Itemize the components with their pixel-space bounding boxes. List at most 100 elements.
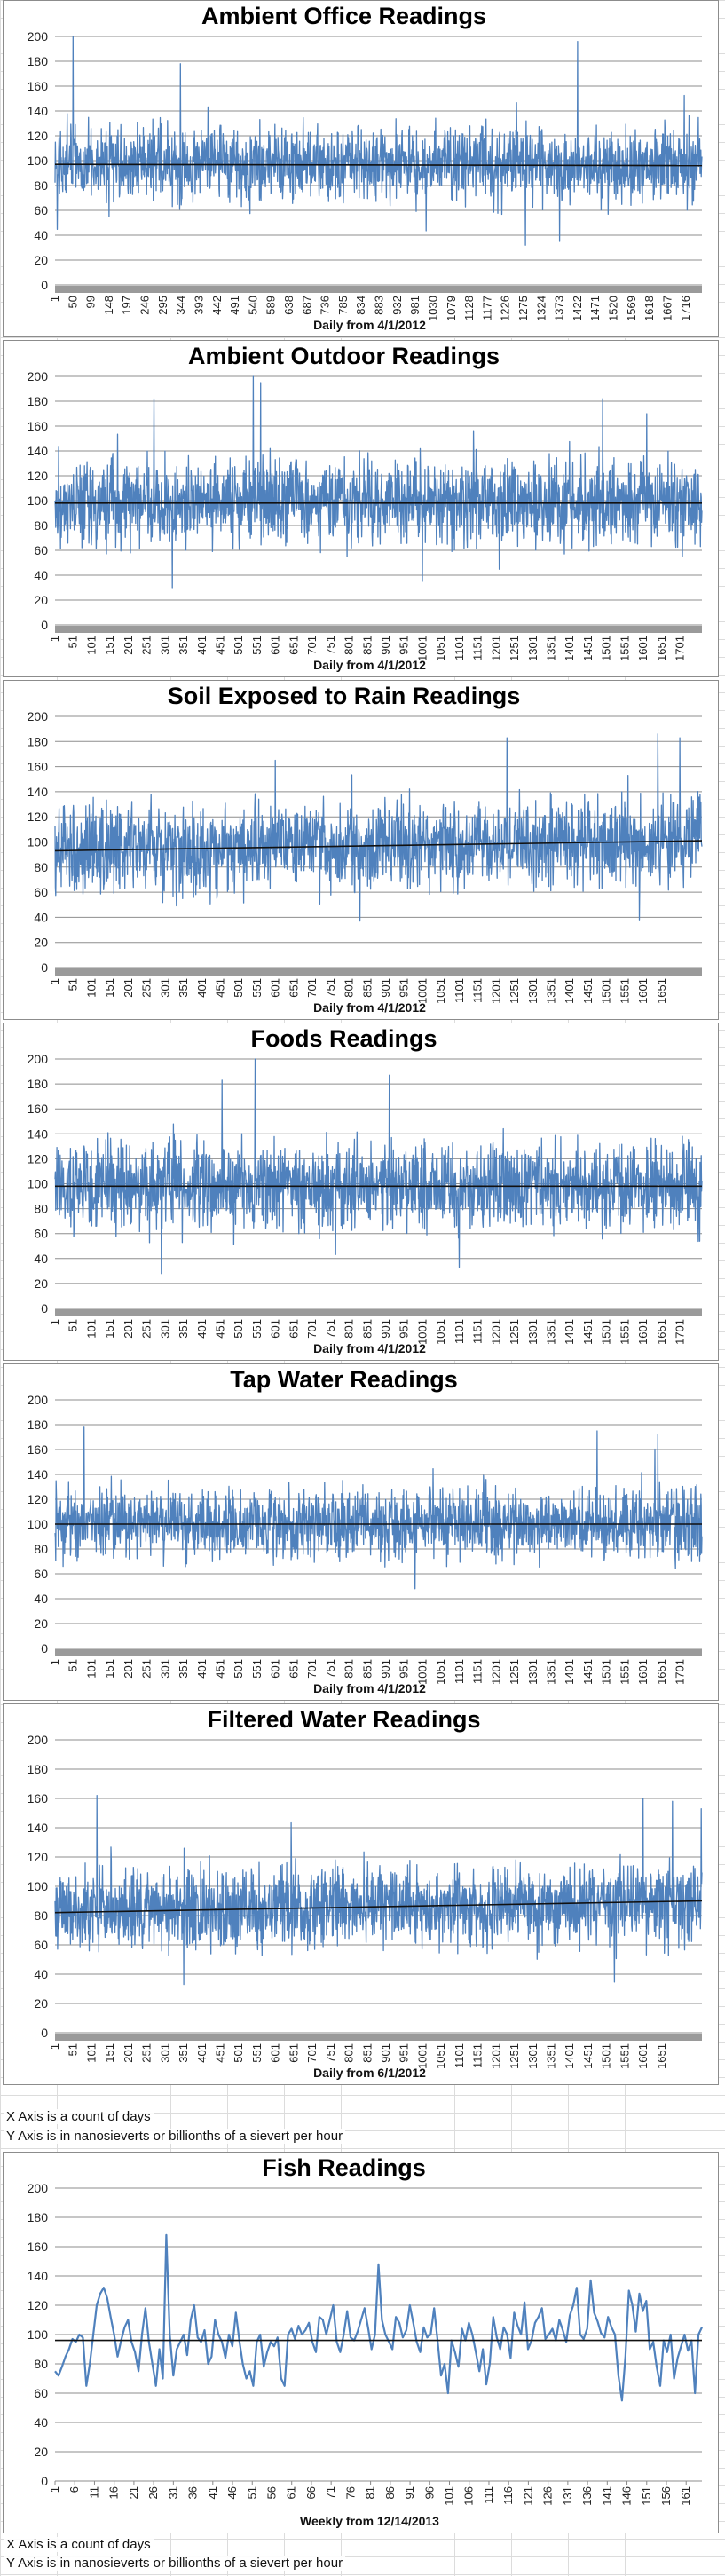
x-tick-label: 651 <box>287 2043 300 2063</box>
chart-title: Ambient Outdoor Readings <box>188 343 500 369</box>
x-tick-label: 901 <box>379 1319 392 1339</box>
y-tick-label: 0 <box>41 1641 48 1655</box>
x-tick-label: 951 <box>398 1319 411 1339</box>
y-tick-label: 80 <box>34 1908 48 1923</box>
x-tick-label: 1226 <box>499 296 512 321</box>
x-tick-label: 91 <box>403 2486 416 2499</box>
x-axis-band <box>55 1309 702 1316</box>
x-tick-label: 1501 <box>600 1659 613 1685</box>
x-tick-label: 56 <box>265 2486 279 2499</box>
x-tick-label: 540 <box>246 296 259 315</box>
y-tick-label: 200 <box>28 29 49 43</box>
x-tick-label: 901 <box>379 1659 392 1679</box>
x-tick-label: 1051 <box>434 978 447 1004</box>
y-tick-label: 40 <box>34 228 48 242</box>
x-tick-label: 1651 <box>655 978 668 1004</box>
x-tick-label: 501 <box>232 1319 245 1339</box>
y-tick-label: 200 <box>28 369 49 383</box>
x-tick-label: 801 <box>343 1659 356 1679</box>
x-tick-label: 1001 <box>415 1319 429 1345</box>
x-tick-label: 851 <box>360 1319 374 1339</box>
x-tick-label: 1501 <box>600 636 613 661</box>
x-tick-label: 501 <box>232 636 245 655</box>
y-tick-label: 200 <box>28 1733 49 1747</box>
y-tick-label: 80 <box>34 1542 48 1556</box>
series-line <box>54 2233 703 2402</box>
x-tick-label: 1551 <box>618 978 631 1004</box>
x-tick-label: 21 <box>127 2486 140 2499</box>
x-tick-label: 1251 <box>508 2043 521 2069</box>
x-tick-label: 551 <box>250 978 264 998</box>
x-tick-label: 451 <box>214 2043 227 2063</box>
chart-fish: Fish Readings 0 20 40 60 80 100 120 140 160 180 200… <box>3 2152 719 2533</box>
series-line <box>54 1058 703 1275</box>
x-tick-label: 151 <box>103 978 116 998</box>
x-axis-title: Daily from 4/1/2012 <box>313 1681 426 1695</box>
x-tick-label: 1451 <box>581 2043 595 2069</box>
y-tick-label: 60 <box>34 1227 48 1241</box>
y-tick-label: 0 <box>41 1301 48 1316</box>
x-tick-label: 146 <box>620 2486 634 2506</box>
x-tick-label: 51 <box>67 2043 80 2056</box>
x-tick-label: 31 <box>166 2486 179 2499</box>
x-tick-label: 51 <box>245 2486 258 2499</box>
x-tick-label: 351 <box>177 2043 190 2063</box>
x-tick-label: 851 <box>360 978 374 998</box>
chart-svg: Ambient Office Readings02040608010012014… <box>28 3 703 332</box>
x-tick-label: 1301 <box>526 978 540 1004</box>
x-tick-label: 1030 <box>427 296 440 321</box>
y-tick-label: 120 <box>28 129 49 143</box>
y-tick-label: 120 <box>28 810 49 824</box>
x-tick-label: 751 <box>324 2043 337 2063</box>
y-tick-label: 40 <box>34 910 48 924</box>
y-tick-label: 120 <box>28 1850 49 1864</box>
y-tick-label: 140 <box>28 785 49 799</box>
y-tick-label: 120 <box>28 2298 49 2312</box>
x-tick-label: 1177 <box>480 296 493 320</box>
x-tick-label: 851 <box>360 1659 374 1679</box>
x-tick-label: 1601 <box>636 1319 650 1345</box>
x-tick-label: 351 <box>177 1659 190 1679</box>
y-tick-label: 20 <box>34 1276 48 1291</box>
x-tick-label: 161 <box>679 2486 692 2506</box>
y-tick-label: 140 <box>28 1126 49 1141</box>
x-tick-label: 951 <box>398 2043 411 2063</box>
y-tick-label: 80 <box>34 2357 48 2371</box>
x-tick-label: 1651 <box>655 1659 668 1685</box>
x-tick-label: 1651 <box>655 636 668 661</box>
y-tick-label: 200 <box>28 2181 49 2195</box>
x-tick-label: 344 <box>174 296 187 315</box>
y-tick-label: 80 <box>34 860 48 874</box>
y-tick-label: 140 <box>28 444 49 458</box>
x-tick-label: 101 <box>84 1319 98 1339</box>
x-tick-label: 1101 <box>453 1319 466 1344</box>
x-tick-label: 1151 <box>471 978 485 1003</box>
x-tick-label: 51 <box>67 1659 80 1671</box>
x-tick-label: 1101 <box>453 636 466 660</box>
x-tick-label: 1601 <box>636 636 650 661</box>
y-tick-label: 140 <box>28 2269 49 2283</box>
series-line <box>54 733 703 922</box>
x-tick-label: 36 <box>186 2486 200 2499</box>
chart-title: Foods Readings <box>250 1025 437 1052</box>
x-axis-band <box>55 286 702 293</box>
x-tick-label: 1251 <box>508 636 521 661</box>
x-tick-label: 1551 <box>618 1319 631 1345</box>
y-tick-label: 40 <box>34 2415 48 2430</box>
x-tick-label: 1201 <box>489 2043 502 2069</box>
x-tick-label: 1275 <box>516 296 530 321</box>
x-axis-title: Weekly from 12/14/2013 <box>300 2514 439 2528</box>
x-tick-label: 1667 <box>661 296 674 321</box>
x-tick-label: 401 <box>195 978 209 998</box>
x-tick-label: 1151 <box>471 1659 485 1684</box>
y-tick-label: 160 <box>28 1102 49 1116</box>
x-tick-label: 1251 <box>508 978 521 1004</box>
x-tick-label: 601 <box>269 636 282 655</box>
y-tick-label: 40 <box>34 1967 48 1981</box>
x-tick-label: 251 <box>140 978 154 998</box>
y-tick-label: 60 <box>34 543 48 557</box>
x-tick-label: 151 <box>103 1319 116 1339</box>
x-tick-label: 801 <box>343 978 356 998</box>
x-tick-label: 687 <box>300 296 313 315</box>
x-tick-label: 701 <box>305 2043 319 2063</box>
